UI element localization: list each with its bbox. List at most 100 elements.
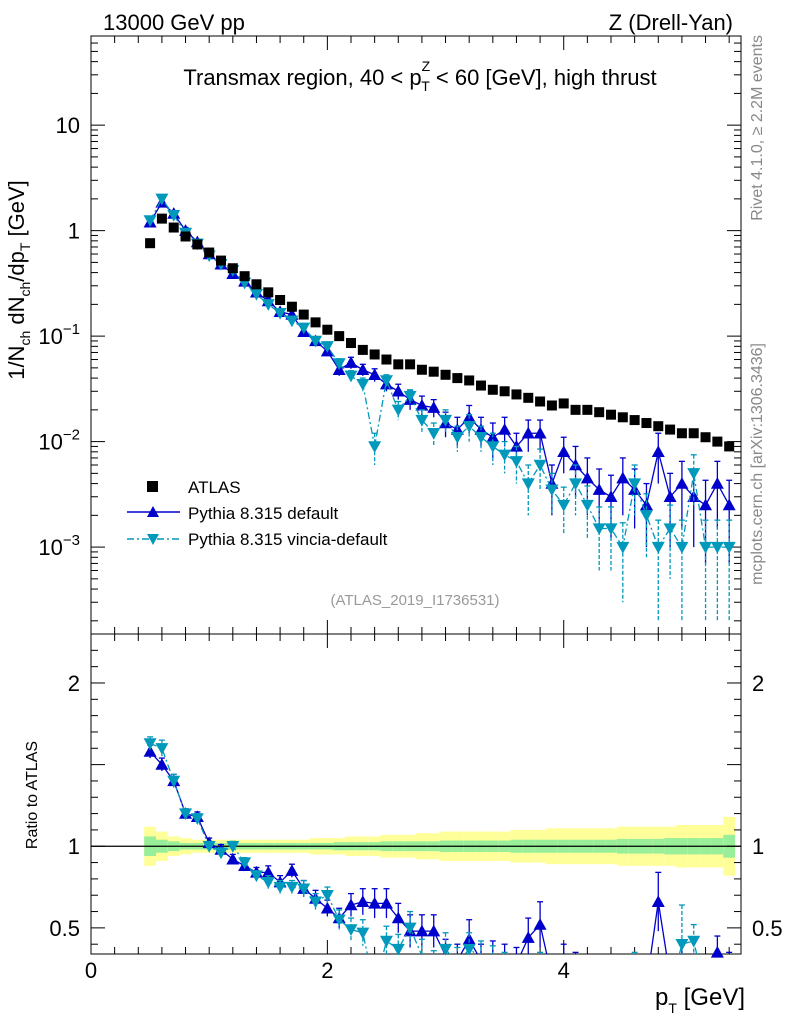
point-atlas <box>688 428 699 439</box>
point-pythia <box>722 498 736 511</box>
y-tick-label: 10 <box>56 113 80 138</box>
point-atlas <box>416 364 427 375</box>
point-vincia <box>557 499 571 512</box>
ratio-point-vincia <box>285 881 299 894</box>
ratio-point-vincia <box>379 935 393 948</box>
ratio-tick-label-right: 2 <box>752 671 764 696</box>
ratio-point-vincia <box>356 927 370 940</box>
point-vincia <box>403 390 417 403</box>
point-vincia <box>628 478 642 491</box>
header-left: 13000 GeV pp <box>103 10 245 35</box>
point-vincia <box>309 335 323 348</box>
point-vincia <box>651 541 665 554</box>
point-vincia <box>379 375 393 387</box>
point-atlas <box>511 389 522 400</box>
legend-label-vincia: Pythia 8.315 vincia-default <box>188 530 388 549</box>
ratio-point-vincia <box>297 883 311 896</box>
point-atlas <box>251 279 262 290</box>
point-atlas <box>641 418 652 429</box>
point-atlas <box>487 384 498 395</box>
point-pythia <box>651 445 665 458</box>
point-vincia <box>273 307 287 320</box>
point-pythia <box>344 356 358 368</box>
point-pythia <box>580 471 594 484</box>
ratio-point-vincia <box>320 890 334 902</box>
point-atlas <box>546 400 557 411</box>
ratio-point-vincia <box>202 841 216 853</box>
ratio-point-vincia <box>439 943 453 956</box>
point-atlas <box>724 441 735 452</box>
point-vincia <box>415 414 429 427</box>
point-pythia <box>356 363 370 375</box>
point-atlas <box>357 344 368 355</box>
legend-marker-vincia <box>147 534 159 545</box>
point-atlas <box>227 263 238 274</box>
point-vincia <box>344 370 358 383</box>
title-post: < 60 [GeV], high thrust <box>430 65 657 90</box>
point-atlas <box>476 380 486 391</box>
point-atlas <box>168 222 179 233</box>
point-atlas <box>239 271 250 282</box>
point-atlas <box>464 375 475 386</box>
ratio-point-pythia <box>427 924 441 937</box>
ylabel-c: /dp <box>4 251 29 282</box>
point-vincia <box>616 541 630 554</box>
point-pythia <box>710 477 724 489</box>
point-atlas <box>286 301 297 312</box>
point-vincia <box>675 541 689 554</box>
point-vincia <box>710 541 724 554</box>
ylabel-b-sub: ch <box>17 282 33 297</box>
point-atlas <box>405 359 416 370</box>
legend-marker-atlas <box>147 481 158 492</box>
y-tick-label: 1 <box>68 219 80 244</box>
ratio-tick-label-right: 1 <box>752 834 764 859</box>
title-sup: Z <box>422 58 431 74</box>
ratio-point-vincia <box>179 808 193 821</box>
ratio-tick-label: 1 <box>68 834 80 859</box>
main-axis-ticks: 10 1 10−1 10−2 10−3 <box>38 35 741 634</box>
ratio-point-pythia <box>710 945 724 958</box>
ratio-point-vincia <box>332 914 346 927</box>
point-atlas <box>676 428 687 439</box>
point-atlas <box>275 294 286 305</box>
point-pythia <box>521 426 535 439</box>
ratio-point-vincia <box>403 922 417 935</box>
point-vincia <box>509 456 523 468</box>
point-atlas <box>334 331 345 342</box>
title-sub: T <box>421 78 430 94</box>
ylabel-b: dN <box>4 297 29 331</box>
point-vincia <box>545 484 559 497</box>
point-vincia <box>722 541 736 554</box>
point-pythia <box>592 483 606 495</box>
ratio-point-vincia <box>249 870 263 883</box>
legend-label-atlas: ATLAS <box>188 478 241 497</box>
point-vincia <box>498 449 512 462</box>
point-atlas <box>452 373 463 384</box>
point-pythia <box>533 426 547 439</box>
point-vincia <box>699 541 713 554</box>
point-pythia <box>498 423 512 435</box>
ylabel-a-sub: ch <box>17 331 33 346</box>
point-vincia <box>143 215 157 227</box>
point-vincia <box>261 299 275 311</box>
ratio-data-marks <box>143 736 733 958</box>
chart-title: Transmax region, 40 < pZ T < 60 [GeV], hi… <box>183 58 656 94</box>
point-vincia <box>521 478 535 491</box>
x-tick-label: 2 <box>321 958 333 983</box>
point-atlas <box>700 432 711 443</box>
point-atlas <box>428 366 439 377</box>
ratio-point-vincia <box>675 939 689 951</box>
point-vincia <box>474 432 488 444</box>
point-atlas <box>606 409 616 420</box>
point-atlas <box>393 359 404 370</box>
point-pythia <box>699 498 713 511</box>
ratio-point-pythia <box>226 852 240 865</box>
ratio-point-vincia <box>344 924 358 937</box>
point-atlas <box>440 369 451 380</box>
ratio-line-pythia <box>149 751 720 954</box>
ratio-point-vincia <box>261 876 275 889</box>
point-vincia <box>663 523 677 536</box>
point-atlas <box>381 354 392 365</box>
ratio-point-pythia <box>356 895 370 907</box>
